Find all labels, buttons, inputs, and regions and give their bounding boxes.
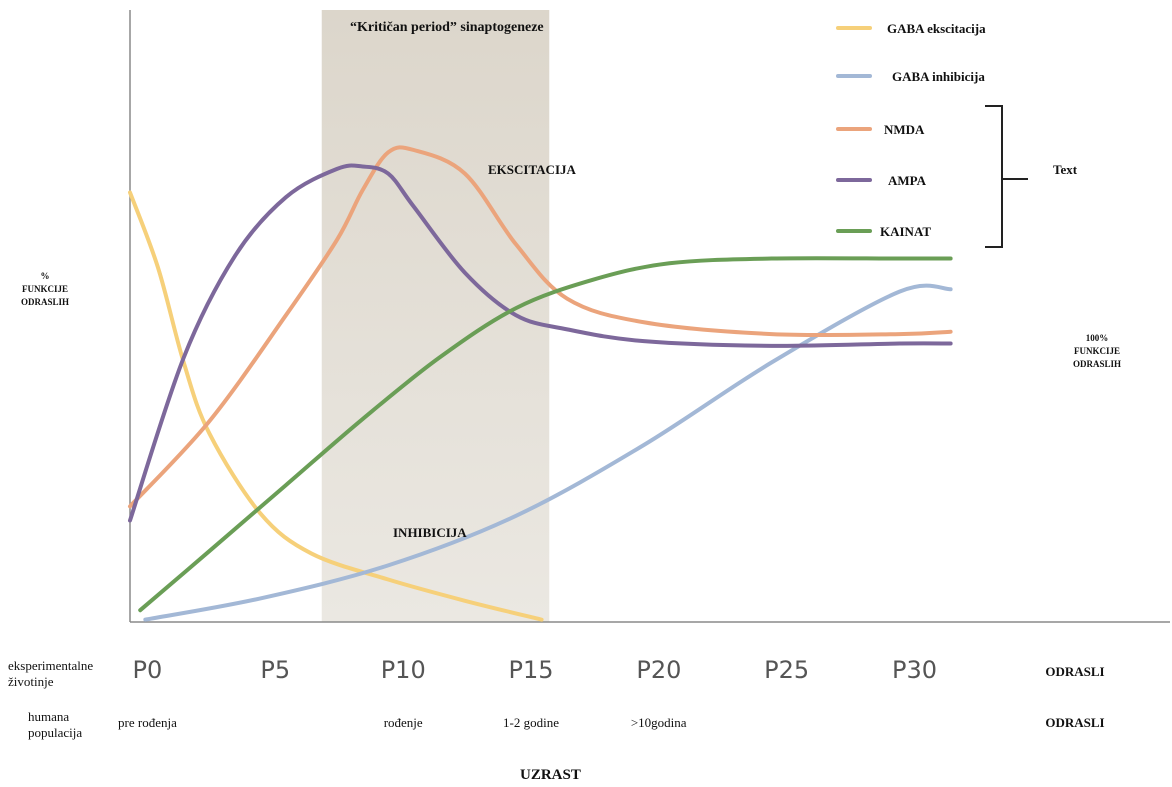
x-axis-label: UZRAST xyxy=(520,767,581,783)
human-tick-label: pre rođenja xyxy=(118,715,177,730)
human-row-label: humana populacija xyxy=(28,709,82,741)
human-row-label-line: populacija xyxy=(28,725,83,740)
right-reference-line: 100% xyxy=(1085,333,1109,343)
legend-label-gaba-ekscitacija: GABA ekscitacija xyxy=(887,21,986,36)
human-row-label-line: humana xyxy=(28,709,70,724)
series-layer xyxy=(128,145,953,622)
y-axis-label-line: % xyxy=(40,271,50,281)
legend-bracket xyxy=(985,105,1028,248)
chart-title: “Kritičan period” sinaptogeneze xyxy=(350,20,544,35)
x-tick-label: P10 xyxy=(380,656,426,684)
human-tick-label: >10godina xyxy=(630,715,687,730)
x-tick-label: P15 xyxy=(508,656,554,684)
human-tick-label: 1-2 godine xyxy=(503,715,559,730)
x-tick-label: ODRASLI xyxy=(1045,664,1105,679)
x-tick-label: P30 xyxy=(891,656,937,684)
x-tick-label: P20 xyxy=(636,656,682,684)
series-line-gaba-inhibicija xyxy=(143,283,953,622)
right-reference-line: ODRASLIH xyxy=(1072,359,1121,369)
bracket-shape xyxy=(985,105,1003,248)
legend-label-ampa: AMPA xyxy=(888,173,927,188)
right-reference-line: FUNKCIJE xyxy=(1073,346,1120,356)
x-tick-label: P5 xyxy=(260,656,291,684)
series-line-nmda xyxy=(128,145,953,509)
animal-row-label-line: eksperimentalne xyxy=(8,658,94,673)
animal-row-label: eksperimentalne životinje xyxy=(8,658,93,690)
y-axis-label-line: FUNKCIJE xyxy=(21,284,68,294)
human-tick-label: rođenje xyxy=(383,715,423,730)
inhibition-label: INHIBICIJA xyxy=(393,525,467,540)
series-line-kainat xyxy=(138,256,953,613)
legend-label-nmda: NMDA xyxy=(884,122,925,137)
series-line-gaba-ekscitacija xyxy=(128,190,544,622)
bracket-label: Text xyxy=(1053,162,1078,177)
x-tick-label: P25 xyxy=(764,656,810,684)
y-axis-label-line: ODRASLIH xyxy=(20,297,69,307)
series-line-ampa xyxy=(128,163,953,523)
y-axis-label: % FUNKCIJE ODRASLIH xyxy=(10,270,80,309)
excitation-label: EKSCITACIJA xyxy=(488,162,576,177)
legend: GABA ekscitacija GABA inhibicija NMDA AMPA K… xyxy=(836,21,986,239)
legend-label-gaba-inhibicija: GABA inhibicija xyxy=(892,69,985,84)
x-tick-label: P0 xyxy=(132,656,163,684)
right-reference-label: 100% FUNKCIJE ODRASLIH xyxy=(1062,332,1132,371)
human-tick-label: ODRASLI xyxy=(1045,715,1105,730)
legend-label-kainat: KAINAT xyxy=(880,224,931,239)
animal-row-label-line: životinje xyxy=(8,674,54,689)
